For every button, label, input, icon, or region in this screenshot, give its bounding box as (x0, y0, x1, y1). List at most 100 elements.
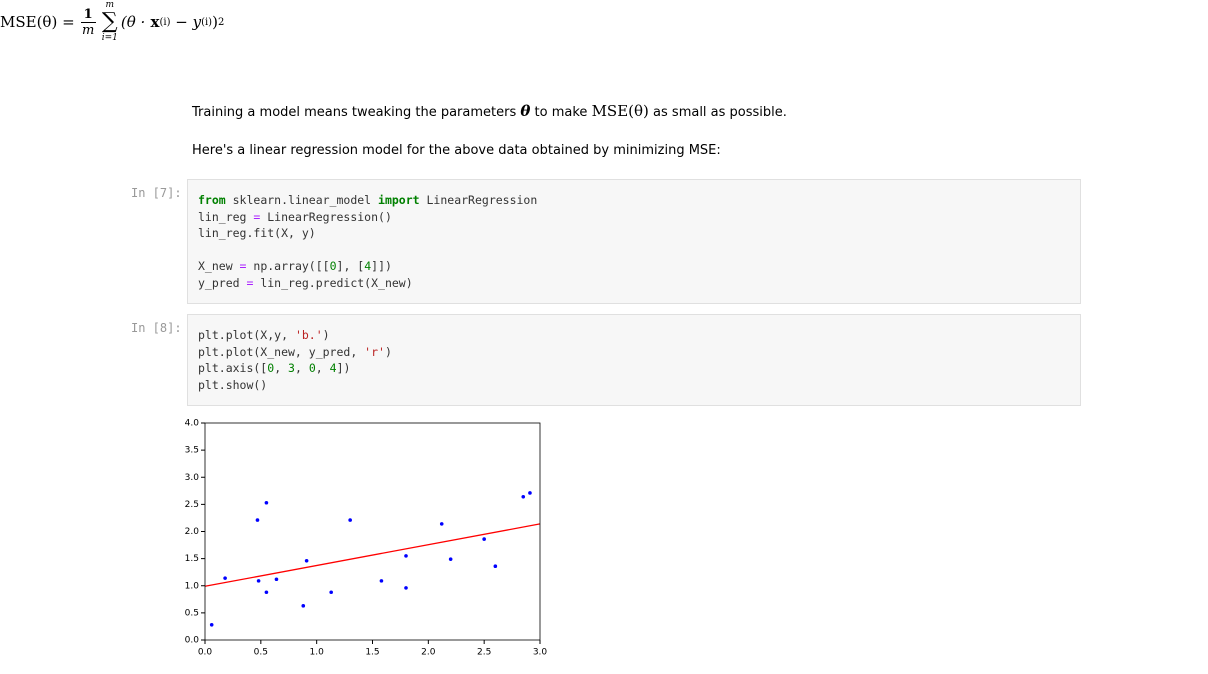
y-superscript: (i) (201, 16, 213, 28)
code-token: import (378, 193, 420, 207)
sum: m ∑ i=1 (102, 0, 118, 44)
code-token: plt.plot(X,y, (198, 328, 295, 342)
y-tick-label: 1.5 (185, 554, 199, 564)
code-token: 0 (308, 361, 316, 375)
code-cell: from sklearn.linear_model import LinearR… (187, 179, 1081, 304)
code-token: y_pred (198, 275, 247, 290)
code-token: 'r' (364, 344, 385, 359)
data-point (493, 564, 498, 569)
code-line: plt.plot(X,y, 'b.') (198, 327, 392, 344)
code-line: plt.axis([0, 3, 0, 4]) (198, 360, 392, 377)
data-point (521, 494, 526, 499)
code-token: = (253, 209, 261, 224)
y-tick-label: 0.0 (185, 636, 200, 646)
paragraph: Here's a linear regression model for the… (192, 143, 721, 158)
prompt: In [7]: (131, 186, 182, 200)
y-tick-label: 1.0 (185, 581, 200, 591)
code-token: , (315, 361, 330, 375)
code-token: plt.axis([ (198, 361, 268, 375)
text: to make (534, 105, 588, 120)
term-minus: − y (175, 13, 202, 31)
data-point (482, 537, 486, 541)
data-point (528, 491, 532, 495)
code-token: lin_reg.fit(X, y) (198, 226, 316, 240)
code-token: lin_reg (198, 209, 254, 224)
y-tick-label: 0.5 (185, 608, 199, 618)
y-tick-label: 2.0 (185, 527, 200, 537)
code-token: 3 (288, 361, 295, 375)
term-open: (θ · (120, 13, 146, 31)
code-line: plt.show() (198, 377, 392, 394)
data-line (204, 523, 541, 587)
code-line: X_new = np.array([[0], [4]]) (198, 258, 537, 275)
data-point (209, 623, 214, 627)
code-token: 4 (364, 259, 372, 273)
data-point (256, 579, 261, 583)
code-token: X_new (198, 259, 240, 273)
plot-frame (204, 422, 541, 641)
code-token: ) (384, 344, 392, 359)
sum-upper: m (105, 0, 115, 10)
data-point (255, 518, 260, 522)
code-token: ) (322, 328, 330, 342)
theta: θ (520, 102, 531, 120)
code-token: 4 (329, 361, 337, 375)
data-point (329, 590, 333, 595)
code-token: , (274, 361, 289, 375)
y-tick-label: 3.5 (185, 446, 199, 456)
data-point (448, 557, 453, 561)
code-line: lin_reg.fit(X, y) (198, 225, 537, 242)
denominator: m (82, 22, 95, 38)
y-tick-label: 2.5 (185, 500, 199, 510)
text: Training a model means tweaking the para… (192, 105, 517, 120)
text: as small as possible. (653, 105, 787, 120)
code-token: ]]) (371, 259, 392, 273)
data-point (301, 604, 306, 608)
code-token: sklearn.linear_model (225, 193, 379, 207)
code-line: y_pred = lin_reg.predict(X_new) (198, 275, 537, 292)
data-point (274, 577, 279, 582)
code-token: plt.plot(X_new, y_pred, (198, 344, 365, 359)
code-token: 'b.' (294, 328, 323, 342)
code-line: from sklearn.linear_model import LinearR… (198, 192, 537, 209)
y-tick-label: 3.0 (185, 473, 200, 483)
code-token: ]) (336, 361, 351, 375)
sum-symbol: ∑ (101, 9, 118, 34)
x-tick-label: 2.5 (477, 648, 491, 658)
code-token: LinearRegression() (260, 209, 392, 224)
x-symbol: x (150, 13, 160, 31)
x-tick-label: 0.0 (198, 648, 213, 658)
code-token: ], [ (336, 259, 365, 273)
data-point (439, 522, 444, 526)
code-token: 0 (267, 361, 275, 375)
code-line: plt.plot(X_new, y_pred, 'r') (198, 344, 392, 361)
code-token: = (239, 259, 247, 273)
code-token: from (198, 193, 226, 207)
x-tick-label: 1.0 (310, 648, 325, 658)
code-token: = (246, 275, 254, 290)
code-token: 0 (329, 259, 337, 273)
code-token: plt.show() (198, 377, 268, 392)
code-line (198, 242, 537, 259)
sum-lower: i=1 (101, 33, 118, 43)
numerator: 1 (80, 7, 96, 23)
code-token: LinearRegression (419, 193, 538, 207)
data-point (264, 590, 269, 595)
y-tick-label: 4.0 (185, 419, 200, 429)
code-token: lin_reg.predict(X_new) (253, 275, 413, 290)
code: from sklearn.linear_model import LinearR… (198, 192, 537, 291)
data-point (379, 579, 384, 583)
code: plt.plot(X,y, 'b.') plt.plot(X_new, y_pre… (198, 327, 392, 393)
exponent: 2 (217, 16, 225, 28)
formula-lhs: MSE(θ) = (0, 13, 75, 31)
mse: MSE(θ) (591, 102, 649, 120)
prompt: In [8]: (131, 321, 182, 335)
chart: 0.0 0.5 1.0 1.5 2.0 2.5 3.0 0.0 0.5 1.0 1.5 2.0 2.5 3… (185, 419, 548, 658)
data-point (404, 586, 408, 590)
x-tick-label: 0.5 (254, 648, 268, 658)
code-token: np.array([[ (246, 259, 330, 273)
data-point (264, 500, 269, 505)
